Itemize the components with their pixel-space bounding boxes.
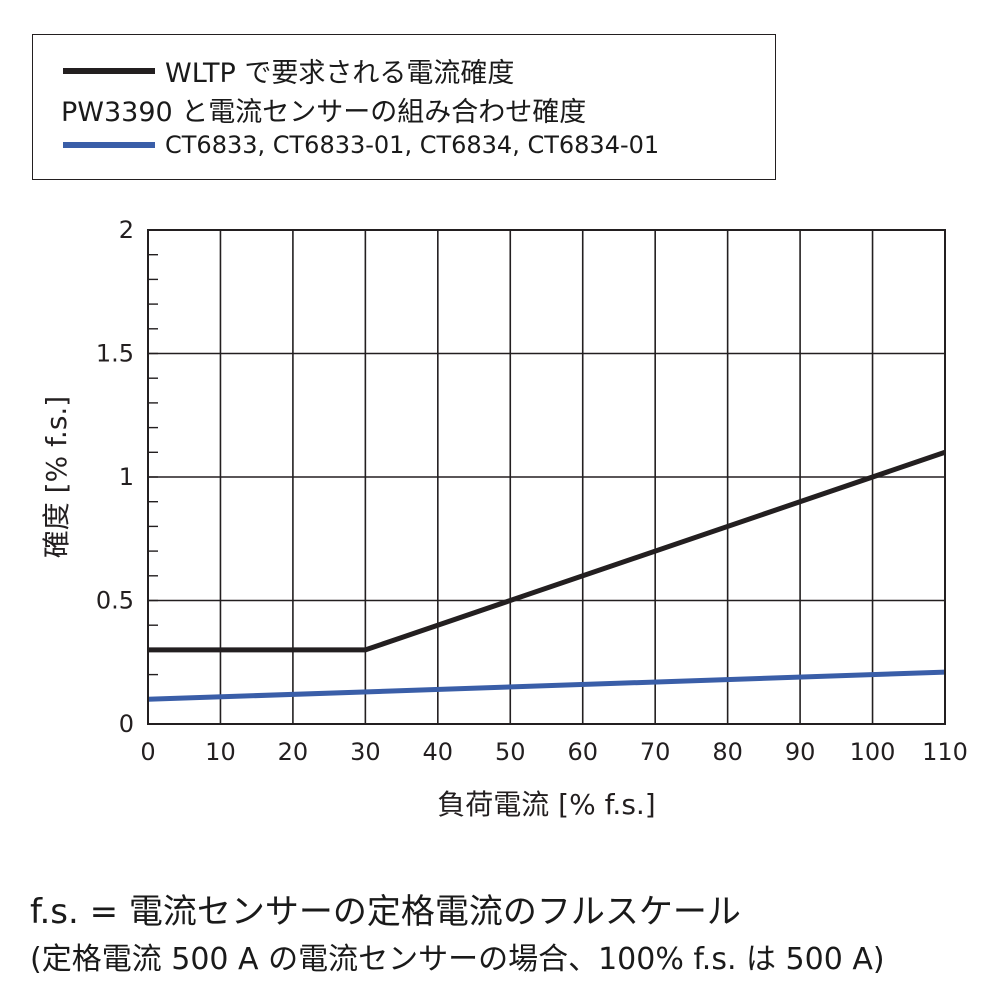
x-tick-label: 110 (922, 738, 968, 766)
x-tick-label: 40 (423, 738, 454, 766)
x-tick-label: 90 (785, 738, 816, 766)
y-axis-title: 確度 [% f.s.] (40, 396, 73, 558)
series-line-wltp (148, 449, 946, 653)
footnote-definition: f.s. = 電流センサーの定格電流のフルスケール (30, 892, 741, 932)
legend-item-wltp: WLTP で要求される電流確度 (33, 51, 514, 90)
legend-label-ct: CT6833, CT6833-01, CT6834, CT6834-01 (165, 131, 660, 159)
legend-item-ct: CT6833, CT6833-01, CT6834, CT6834-01 (33, 131, 659, 159)
x-tick-label: 50 (495, 738, 526, 766)
y-tick-label: 0.5 (96, 587, 134, 615)
y-tick-label: 0 (119, 710, 134, 738)
legend-group-heading: PW3390 と電流センサーの組み合わせ確度 (61, 97, 587, 128)
y-tick-labels: 0 0.5 1 1.5 2 (96, 216, 134, 738)
x-tick-label: 70 (640, 738, 671, 766)
series-line-ct (147, 669, 946, 702)
legend-swatch-wltp (63, 67, 155, 74)
x-tick-label: 30 (350, 738, 381, 766)
x-tick-label: 10 (205, 738, 236, 766)
x-tick-label: 60 (567, 738, 598, 766)
chart-frame (147, 229, 946, 725)
x-tick-label: 100 (850, 738, 896, 766)
y-tick-label: 1.5 (96, 340, 134, 368)
legend-swatch-ct (63, 142, 155, 148)
y-tick-label: 1 (119, 463, 134, 491)
chart: 0 10 20 30 40 50 60 70 80 90 100 110 0 0.5 1 1.5 2 負荷電流… (40, 216, 968, 821)
y-tick-label: 2 (119, 216, 134, 244)
x-tick-label: 20 (278, 738, 309, 766)
x-tick-label: 80 (712, 738, 743, 766)
legend-label-wltp: WLTP で要求される電流確度 (165, 58, 515, 89)
footnote-example: (定格電流 500 A の電流センサーの場合、100% f.s. は 500 A… (30, 942, 885, 977)
x-axis-title: 負荷電流 [% f.s.] (437, 788, 655, 821)
x-tick-labels: 0 10 20 30 40 50 60 70 80 90 100 110 (140, 738, 968, 766)
x-tick-label: 0 (140, 738, 155, 766)
chart-grid (148, 230, 945, 724)
chart-series (147, 449, 946, 702)
legend: WLTP で要求される電流確度 PW3390 と電流センサーの組み合わせ確度 C… (32, 34, 776, 180)
